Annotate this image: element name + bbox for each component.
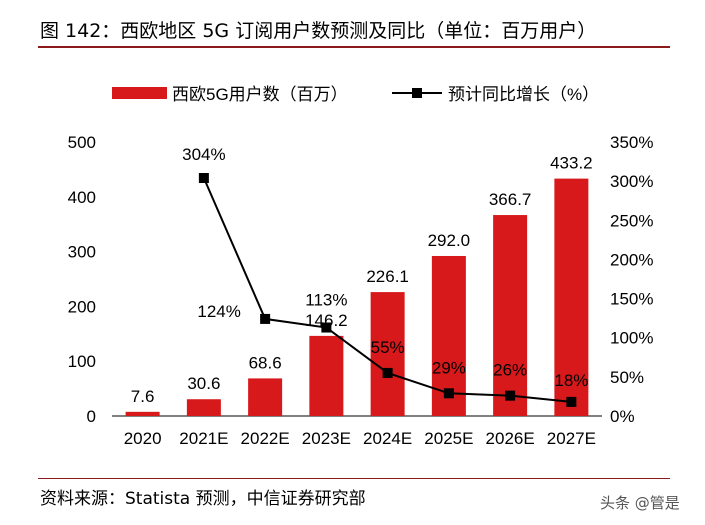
bar-label: 366.7 — [489, 190, 532, 209]
bar-label: 7.6 — [131, 387, 155, 406]
figure-title: 图 142：西欧地区 5G 订阅用户数预测及同比（单位：百万用户） — [40, 20, 597, 42]
x-tick-label: 2021E — [179, 429, 228, 448]
y-left-tick-label: 500 — [68, 133, 96, 152]
bar — [125, 411, 160, 416]
y-left-tick-label: 400 — [68, 188, 96, 207]
bar-label: 292.0 — [428, 231, 471, 250]
legend-line-label: 预计同比增长（%） — [448, 85, 599, 104]
y-left-tick-label: 0 — [87, 407, 96, 426]
y-right-tick-label: 300% — [610, 172, 653, 191]
growth-label: 113% — [305, 291, 347, 310]
source-rule — [38, 478, 670, 479]
growth-label: 55% — [371, 338, 405, 357]
legend-bar-label: 西欧5G用户数（百万） — [172, 85, 348, 104]
bar-label: 433.2 — [550, 154, 593, 173]
growth-point — [505, 390, 516, 401]
y-left-tick-label: 100 — [68, 352, 96, 371]
x-tick-label: 2026E — [486, 429, 535, 448]
growth-point — [443, 388, 454, 399]
bar — [309, 335, 344, 416]
growth-label: 18% — [554, 371, 588, 390]
bar-label: 68.6 — [249, 353, 282, 372]
y-right-tick-label: 200% — [610, 250, 653, 269]
x-tick-label: 2024E — [363, 429, 412, 448]
growth-label: 304% — [182, 145, 225, 164]
bar-label: 226.1 — [366, 267, 409, 286]
y-left-tick-label: 300 — [68, 243, 96, 262]
x-tick-label: 2022E — [241, 429, 290, 448]
source-note: 资料来源：Statista 预测，中信证券研究部 — [40, 489, 366, 509]
x-tick-label: 2027E — [547, 429, 596, 448]
chart: 0 100 200 300 400 500 0% 50% 100% 150% 200% 250% 300… — [68, 85, 654, 448]
growth-point — [382, 367, 393, 378]
y-right-tick-label: 100% — [610, 329, 653, 348]
legend-line-marker — [412, 88, 422, 98]
bar — [248, 378, 283, 416]
growth-label: 26% — [493, 361, 527, 380]
y-right-tick-label: 250% — [610, 211, 653, 230]
y-right-tick-label: 350% — [610, 133, 653, 152]
bar — [370, 292, 405, 416]
growth-point — [566, 396, 577, 407]
bar — [186, 399, 221, 416]
x-tick-label: 2023E — [302, 429, 351, 448]
growth-label: 29% — [432, 358, 466, 377]
bar-label: 30.6 — [187, 374, 220, 393]
y-right-tick-label: 150% — [610, 290, 653, 309]
growth-point — [321, 322, 332, 333]
growth-label: 124% — [197, 302, 240, 321]
y-left-tick-label: 200 — [68, 297, 96, 316]
x-tick-label: 2025E — [424, 429, 473, 448]
x-tick-label: 2020 — [124, 429, 162, 448]
bar — [493, 215, 528, 416]
legend-bar-swatch — [112, 87, 167, 99]
growth-point — [198, 173, 209, 184]
y-right-tick-label: 50% — [610, 368, 644, 387]
growth-point — [260, 313, 271, 324]
watermark: 头条 @管是 — [600, 494, 680, 512]
bar — [554, 178, 589, 416]
y-right-tick-label: 0% — [610, 407, 635, 426]
title-rule — [38, 46, 670, 48]
